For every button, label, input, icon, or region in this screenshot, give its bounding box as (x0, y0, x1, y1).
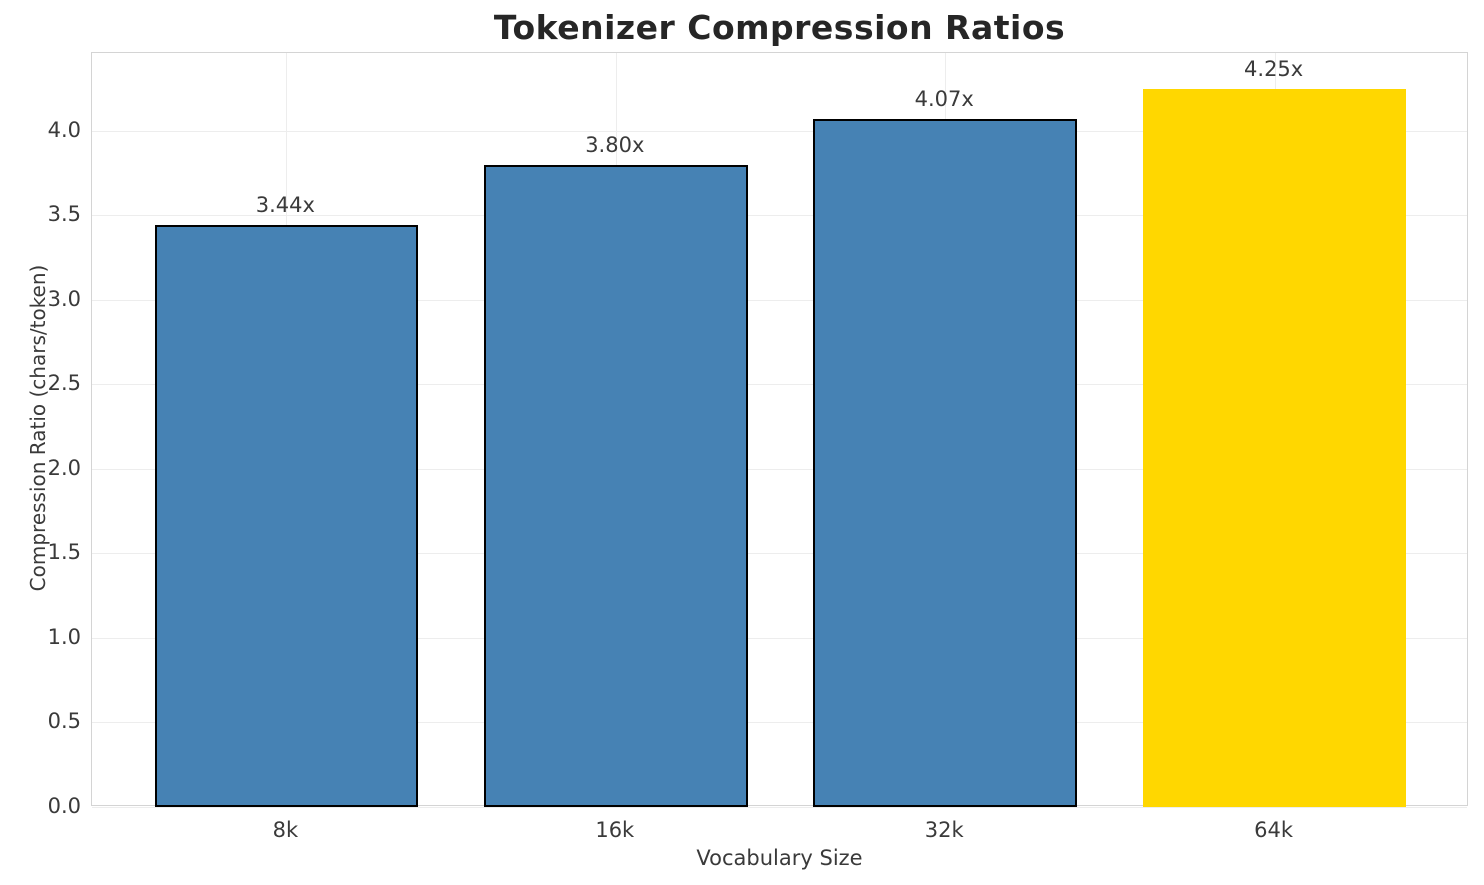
y-gridline (92, 722, 1467, 724)
bar-value-label: 3.80x (585, 132, 645, 157)
y-tick-label: 4.0 (47, 117, 81, 142)
x-tick-label: 32k (924, 818, 964, 842)
y-gridline (92, 384, 1467, 386)
x-tick-label: 16k (595, 818, 635, 842)
y-tick-label: 2.0 (47, 455, 81, 480)
y-tick-label: 2.5 (47, 371, 81, 396)
y-tick-label: 0.5 (47, 709, 81, 734)
y-gridline (92, 637, 1467, 639)
y-gridline (92, 215, 1467, 217)
bar-value-label: 4.25x (1244, 56, 1304, 81)
y-gridline (92, 299, 1467, 301)
y-gridline (92, 553, 1467, 555)
bar-value-label: 3.44x (255, 193, 315, 218)
y-tick-label: 1.5 (47, 540, 81, 565)
y-gridline (92, 468, 1467, 470)
y-gridline (92, 807, 1467, 808)
y-tick-label: 0.0 (47, 794, 81, 818)
bar-16k (484, 164, 748, 807)
bar-64k (1142, 88, 1407, 807)
y-axis-label-text: Compression Ratio (chars/token) (26, 264, 50, 592)
x-axis-label: Vocabulary Size (696, 846, 863, 870)
y-tick-label: 1.0 (47, 624, 81, 649)
y-gridline (92, 130, 1467, 132)
y-tick-label: 3.5 (47, 202, 81, 227)
x-tick-label: 8k (272, 818, 299, 842)
bar-32k (813, 118, 1077, 807)
bar-8k (154, 225, 419, 807)
bar-value-label: 4.07x (914, 86, 974, 111)
chart-title: Tokenizer Compression Ratios (493, 8, 1066, 47)
y-tick-label: 3.0 (47, 286, 81, 311)
x-tick-label: 64k (1254, 818, 1294, 842)
plot-area (91, 52, 1468, 808)
